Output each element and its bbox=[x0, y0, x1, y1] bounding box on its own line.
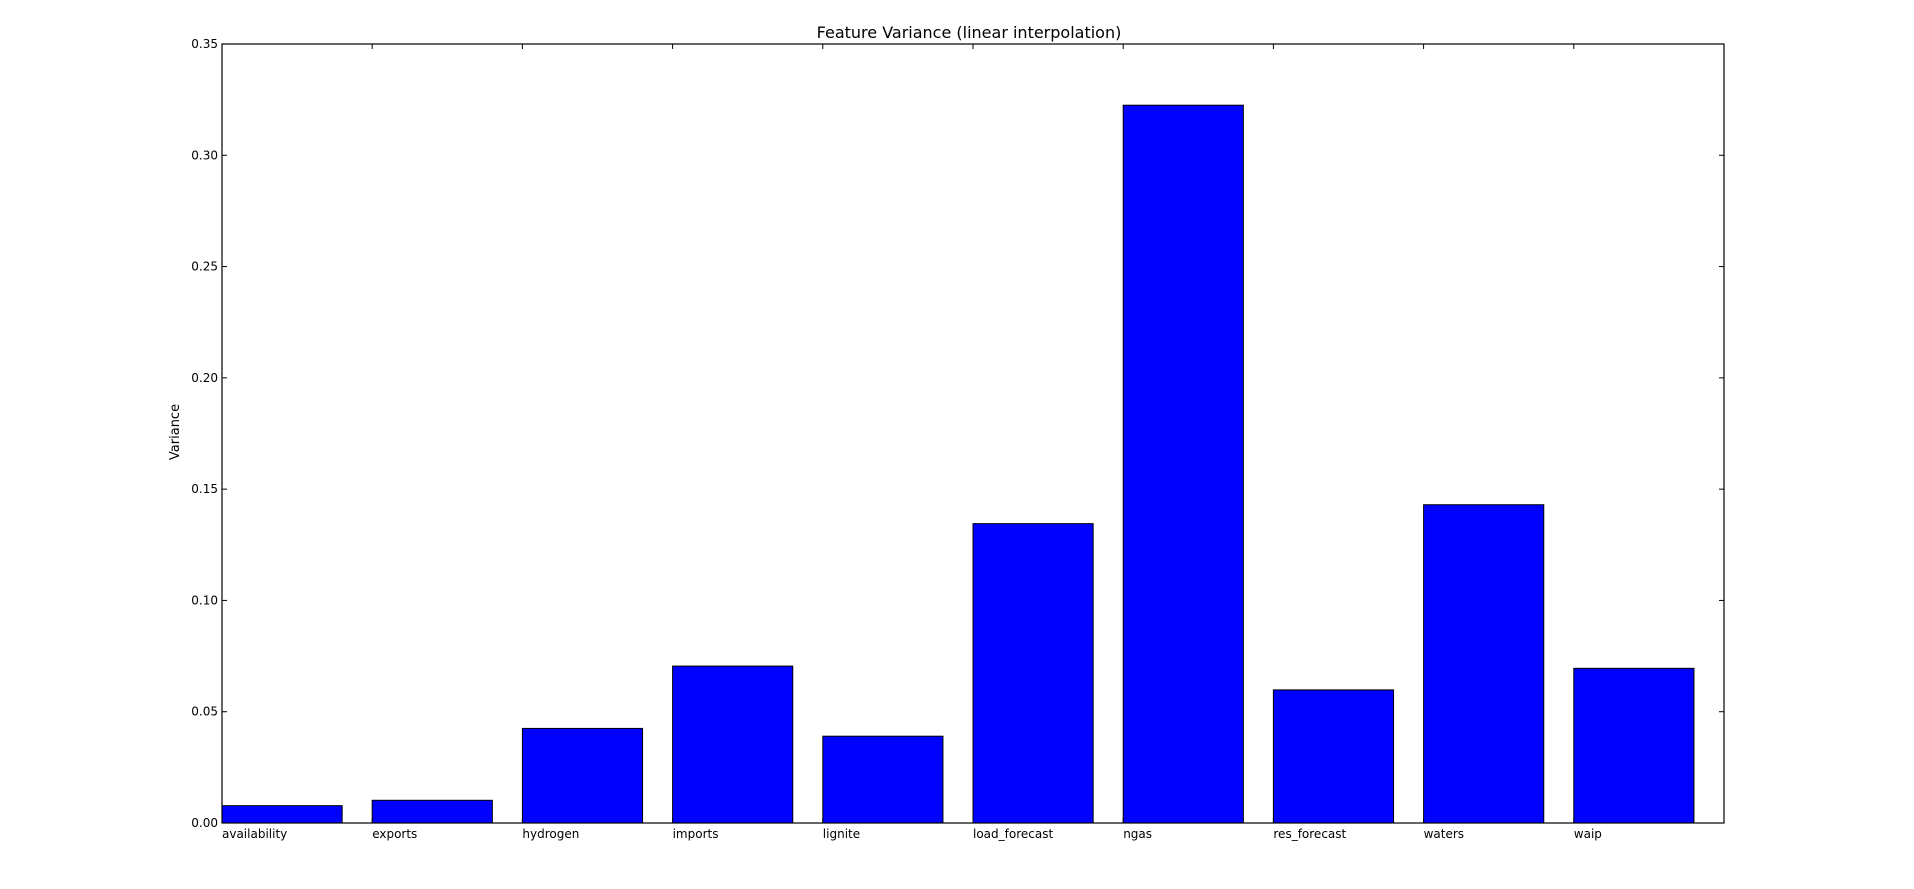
x-tick-label: exports bbox=[372, 827, 417, 841]
x-tick-label: lignite bbox=[823, 827, 860, 841]
x-tick-label: imports bbox=[673, 827, 719, 841]
x-tick-label: hydrogen bbox=[522, 827, 579, 841]
bar-exports bbox=[371, 799, 493, 824]
bar-waip bbox=[1573, 667, 1695, 824]
y-tick-label: 0.35 bbox=[191, 37, 218, 51]
y-tick-label: 0.00 bbox=[191, 816, 218, 830]
bar-res-forecast bbox=[1272, 689, 1395, 824]
y-tick-label: 0.15 bbox=[191, 482, 218, 496]
bar-imports bbox=[672, 665, 794, 824]
bar-ngas bbox=[1122, 104, 1244, 824]
x-axis-ticks: availability exports hydrogen imports lignit… bbox=[221, 44, 1602, 841]
y-tick-label: 0.05 bbox=[191, 705, 218, 719]
bar-lignite bbox=[822, 735, 944, 824]
y-axis-ticks: 0.00 0.05 0.10 0.15 0.20 0.25 0.30 0.35 bbox=[191, 37, 1724, 830]
y-axis-label: Variance bbox=[168, 404, 183, 460]
x-tick-label: res_forecast bbox=[1273, 827, 1346, 841]
chart-title: Feature Variance (linear interpolation) bbox=[817, 23, 1122, 42]
y-tick-label: 0.20 bbox=[191, 371, 218, 385]
x-tick-label: waters bbox=[1424, 827, 1464, 841]
x-tick-label: load_forecast bbox=[973, 827, 1053, 841]
plot-frame bbox=[221, 43, 1725, 824]
bar-waters bbox=[1423, 504, 1545, 824]
y-tick-label: 0.30 bbox=[191, 148, 218, 162]
bar-hydrogen bbox=[521, 727, 644, 824]
bars bbox=[221, 104, 1695, 824]
x-tick-label: availability bbox=[222, 827, 287, 841]
x-tick-label: ngas bbox=[1123, 827, 1152, 841]
y-tick-label: 0.25 bbox=[191, 260, 218, 274]
bar-load-forecast bbox=[972, 523, 1094, 824]
y-tick-label: 0.10 bbox=[191, 593, 218, 607]
x-tick-label: waip bbox=[1574, 827, 1602, 841]
bar-availability bbox=[221, 805, 343, 824]
